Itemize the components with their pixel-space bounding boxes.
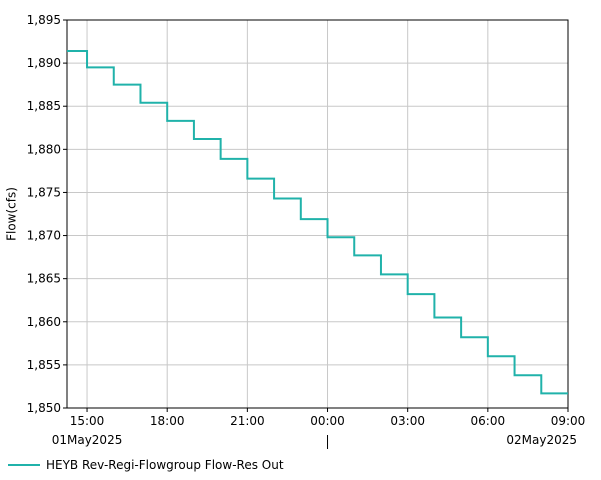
y-tick-label: 1,855 <box>27 358 61 372</box>
y-tick-label: 1,880 <box>27 142 61 156</box>
y-tick-label: 1,890 <box>27 56 61 70</box>
x-date-label: 01May2025 <box>52 433 123 447</box>
x-tick-label: 15:00 <box>70 414 105 428</box>
y-axis-label: Flow(cfs) <box>5 187 19 241</box>
y-tick-label: 1,860 <box>27 315 61 329</box>
flow-chart: 1,850 1,855 1,860 1,865 1,870 1,875 1,880 1,885… <box>5 13 586 449</box>
legend-label: HEYB Rev-Regi-Flowgroup Flow-Res Out <box>46 458 284 472</box>
x-date-label: 02May2025 <box>506 433 577 447</box>
y-tick-label: 1,850 <box>27 401 61 415</box>
y-tick-label: 1,870 <box>27 229 61 243</box>
y-tick-label: 1,895 <box>27 13 61 27</box>
x-tick-label: 18:00 <box>150 414 185 428</box>
x-axis-ticks: 15:00 18:00 21:00 00:00 03:00 06:00 09:00 01May… <box>52 408 586 449</box>
series-line <box>67 50 568 395</box>
x-tick-label: 09:00 <box>551 414 586 428</box>
y-tick-label: 1,885 <box>27 99 61 113</box>
y-tick-label: 1,875 <box>27 185 61 199</box>
x-tick-label: 06:00 <box>471 414 506 428</box>
x-tick-label: 03:00 <box>390 414 425 428</box>
y-tick-label: 1,865 <box>27 272 61 286</box>
y-axis-ticks: 1,850 1,855 1,860 1,865 1,870 1,875 1,880 1,885… <box>27 13 67 415</box>
x-tick-label: 00:00 <box>310 414 345 428</box>
series-layer <box>67 50 568 395</box>
grid-lines <box>67 19 569 409</box>
x-tick-label: 21:00 <box>230 414 265 428</box>
legend-line-swatch <box>8 464 40 466</box>
legend: HEYB Rev-Regi-Flowgroup Flow-Res Out <box>8 456 284 474</box>
plot-area-border <box>66 19 569 409</box>
